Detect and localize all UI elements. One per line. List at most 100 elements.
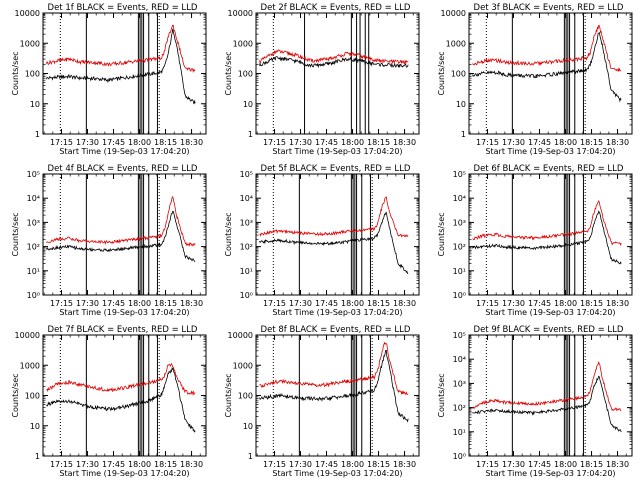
series-group: [46, 24, 196, 105]
y-tick-label: 1: [248, 452, 253, 461]
y-tick-label: 10³: [453, 218, 466, 227]
x-axis-title: Start Time (19-Sep-03 17:04:20): [485, 308, 615, 317]
x-axis-title: Start Time (19-Sep-03 17:04:20): [485, 469, 615, 478]
x-tick-label: 17:30: [502, 460, 525, 469]
y-tick-label: 100: [25, 70, 40, 79]
x-axis-title: Start Time (19-Sep-03 17:04:20): [485, 147, 615, 156]
x-tick-label: 18:00: [341, 299, 364, 308]
panel-det-6f: Det 6f BLACK = Events, RED = LLD 10⁰ 10¹ 10…: [437, 164, 633, 317]
y-tick-label: 10⁰: [240, 291, 253, 300]
series-group: [259, 49, 409, 69]
x-tick-label: 17:15: [50, 460, 73, 469]
y-tick-label: 100: [238, 70, 253, 79]
x-tick-label: 17:15: [50, 138, 73, 147]
x-tick-label: 17:30: [289, 460, 312, 469]
y-axis-title: Counts/sec: [11, 51, 20, 95]
y-tick-label: 1: [248, 130, 253, 139]
panel-title: Det 2f BLACK = Events, RED = LLD: [261, 3, 411, 13]
plot-frame: [468, 173, 633, 296]
y-tick-label: 10²: [453, 243, 466, 252]
x-axis-title: Start Time (19-Sep-03 17:04:20): [272, 308, 402, 317]
x-tick-label: 18:30: [180, 460, 203, 469]
x-tick-label: 17:30: [76, 138, 99, 147]
panel-title: Det 4f BLACK = Events, RED = LLD: [48, 164, 198, 174]
x-tick-label: 18:30: [393, 460, 416, 469]
y-tick-label: 10000: [15, 9, 40, 18]
x-tick-label: 17:30: [289, 299, 312, 308]
x-tick-label: 17:15: [476, 460, 499, 469]
y-tick-label: 10: [243, 422, 253, 431]
x-tick-label: 18:00: [341, 138, 364, 147]
y-axis-title: Counts/sec: [437, 51, 446, 95]
x-tick-label: 17:30: [289, 138, 312, 147]
y-tick-label: 10000: [228, 331, 253, 340]
events-series-line: [46, 29, 196, 105]
series-group: [472, 24, 622, 103]
x-tick-label: 17:45: [102, 138, 125, 147]
series-group: [259, 196, 409, 275]
plot-frame: [42, 334, 207, 457]
x-tick-label: 18:30: [606, 299, 629, 308]
events-series-line: [259, 350, 409, 423]
y-tick-label: 10⁵: [27, 170, 40, 179]
lld-series-line: [472, 200, 622, 247]
y-tick-label: 10³: [240, 218, 253, 227]
x-tick-label: 17:45: [102, 460, 125, 469]
x-tick-label: 18:15: [580, 299, 603, 308]
lld-series-line: [259, 341, 409, 396]
lld-series-line: [472, 361, 622, 412]
y-tick-label: 10⁵: [453, 331, 466, 340]
x-tick-label: 17:15: [263, 138, 286, 147]
y-axis-title: Counts/sec: [224, 373, 233, 417]
plot-frame: [468, 334, 633, 457]
events-series-line: [46, 210, 196, 262]
lld-series-line: [259, 196, 409, 238]
events-series-line: [259, 56, 409, 69]
x-tick-label: 18:00: [554, 138, 577, 147]
panel-title: Det 3f BLACK = Events, RED = LLD: [474, 3, 624, 13]
x-tick-label: 17:45: [315, 460, 338, 469]
x-axis-title: Start Time (19-Sep-03 17:04:20): [59, 308, 189, 317]
panel-det-2f: Det 2f BLACK = Events, RED = LLD 1 10 100 10…: [224, 3, 420, 156]
x-tick-label: 18:15: [367, 299, 390, 308]
panel-title: Det 7f BLACK = Events, RED = LLD: [48, 325, 198, 335]
x-tick-label: 18:15: [367, 460, 390, 469]
series-group: [46, 362, 196, 433]
x-tick-label: 17:15: [476, 299, 499, 308]
y-axis-title: Counts/sec: [11, 373, 20, 417]
y-tick-label: 10⁴: [453, 194, 466, 203]
y-tick-label: 10²: [27, 243, 40, 252]
lld-series-line: [472, 24, 622, 72]
x-tick-label: 18:00: [554, 299, 577, 308]
y-tick-label: 10⁰: [453, 452, 466, 461]
panel-title: Det 8f BLACK = Events, RED = LLD: [261, 325, 411, 335]
y-tick-label: 10: [30, 100, 40, 109]
x-tick-label: 17:45: [315, 138, 338, 147]
x-tick-label: 18:30: [180, 299, 203, 308]
x-tick-label: 18:00: [128, 138, 151, 147]
lld-series-line: [46, 196, 196, 248]
y-tick-label: 10⁰: [27, 291, 40, 300]
y-tick-label: 10⁴: [27, 194, 40, 203]
y-tick-label: 10³: [27, 218, 40, 227]
x-tick-label: 17:30: [76, 299, 99, 308]
events-series-line: [472, 210, 622, 265]
y-tick-label: 10: [456, 100, 466, 109]
y-tick-label: 10¹: [27, 267, 40, 276]
x-tick-label: 17:30: [502, 299, 525, 308]
y-tick-label: 10⁴: [453, 355, 466, 364]
plot-frame: [42, 173, 207, 296]
lld-series-line: [46, 362, 196, 396]
panel-det-9f: Det 9f BLACK = Events, RED = LLD 10⁰ 10¹ 10…: [437, 325, 633, 478]
x-tick-label: 17:45: [528, 460, 551, 469]
panel-title: Det 9f BLACK = Events, RED = LLD: [474, 325, 624, 335]
plot-frame: [255, 173, 420, 296]
x-axis-title: Start Time (19-Sep-03 17:04:20): [272, 469, 402, 478]
y-tick-label: 10⁵: [453, 170, 466, 179]
panel-det-5f: Det 5f BLACK = Events, RED = LLD 10⁰ 10¹ 10…: [224, 164, 420, 317]
series-group: [259, 341, 409, 423]
events-series-line: [46, 366, 196, 433]
y-tick-label: 10²: [240, 243, 253, 252]
lld-series-line: [46, 24, 196, 73]
x-tick-label: 17:15: [476, 138, 499, 147]
